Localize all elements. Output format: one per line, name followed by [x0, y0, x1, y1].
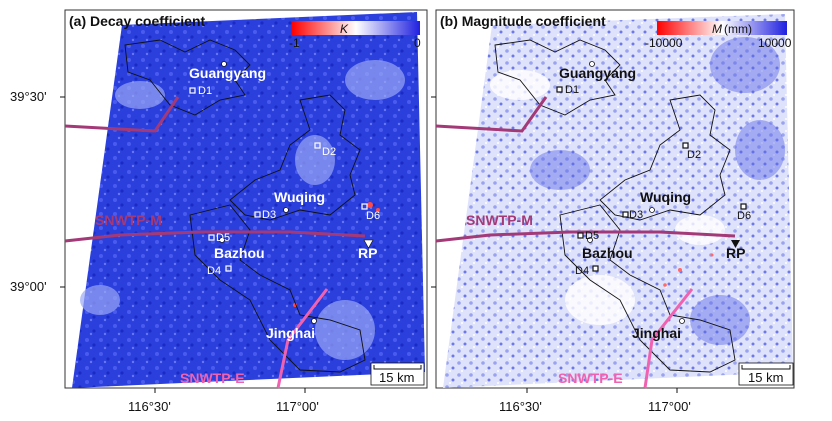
lat-label-3900: 39°00' [10, 279, 47, 294]
panel-b-colorbar-max: 10000 [758, 36, 792, 50]
panel-a-route-middle-north [64, 96, 180, 133]
panel-b-label-guangyang: Guangyang [559, 65, 636, 81]
panel-b: (b) Magnitude coefficient Guangyang Wuqi… [435, 9, 795, 389]
panel-a-route-label-middle: SNWTP-M [95, 212, 162, 228]
panel-b-point-d3: D3 [629, 209, 643, 221]
panel-b-light-patches [490, 70, 725, 325]
panel-b-point-d4: D4 [575, 265, 589, 277]
panel-b-route-east [643, 288, 694, 389]
panel-b-label-jinghai: Jinghai [632, 325, 681, 341]
panel-a-scale-bar: 15 km [370, 362, 425, 386]
panel-a-label-rp: RP [358, 245, 377, 261]
panel-a-point-boxes [189, 87, 368, 272]
panel-a-boundaries [124, 39, 366, 373]
panel-b-label-rp: RP [726, 245, 745, 261]
panel-b-rp-marker [731, 240, 740, 248]
panel-b-red-spots [663, 253, 714, 287]
panel-a-red-spots [293, 202, 380, 307]
panel-a-light-patches [80, 60, 405, 360]
panel-b-dense-patches [530, 37, 785, 345]
axis-ticks [60, 96, 678, 393]
panel-a-place-markers [219, 61, 317, 324]
panel-a-point-d6: D6 [366, 210, 380, 222]
panel-b-scale-label: 15 km [748, 370, 783, 385]
panel-b-label-wuqing: Wuqing [640, 189, 691, 205]
panel-a-colorbar-min: -1 [289, 36, 300, 50]
panel-a-label-wuqing: Wuqing [274, 189, 325, 205]
panel-a-route-label-east: SNWTP-E [180, 370, 245, 386]
panel-b-boundaries [494, 39, 736, 373]
panel-b-colorbar-unit: (mm) [724, 22, 752, 36]
panel-b-raster [443, 14, 793, 388]
panel-b-point-d1: D1 [565, 84, 579, 96]
panel-a-colorbar-max: 0 [414, 36, 421, 50]
panel-b-colorbar-min: -10000 [645, 36, 683, 50]
panel-a-label-jinghai: Jinghai [266, 325, 315, 341]
panel-a: (a) Decay coefficient Guangyang Wuqing B… [64, 9, 428, 389]
panel-a-scale-label: 15 km [379, 370, 414, 385]
panel-b-point-d6: D6 [737, 210, 751, 222]
panel-a-point-d3: D3 [262, 209, 276, 221]
panel-b-lon-label-11700: 117°00' [648, 399, 691, 414]
panel-b-route-label-east: SNWTP-E [558, 370, 623, 386]
panel-b-route-middle-north [435, 96, 548, 133]
panel-a-colorbar-symbol: K [340, 22, 349, 36]
panel-a-title: (a) Decay coefficient [69, 13, 205, 29]
panel-b-point-boxes [556, 86, 747, 272]
panel-b-colorbar-symbol: M [712, 22, 722, 36]
panel-b-point-d5: D5 [585, 230, 599, 242]
panel-a-point-d4: D4 [207, 265, 221, 277]
panel-b-scale-bar: 15 km [738, 362, 794, 386]
panel-b-title: (b) Magnitude coefficient [440, 13, 606, 29]
panel-b-route-label-middle: SNWTP-M [466, 212, 533, 228]
panel-a-rp-marker [363, 239, 374, 249]
panel-a-lon-label-11700: 117°00' [276, 399, 319, 414]
panel-a-route-east [276, 288, 329, 389]
panel-b-label-bazhou: Bazhou [582, 245, 633, 261]
panel-a-point-d2: D2 [322, 146, 336, 158]
panel-b-point-d2: D2 [687, 149, 701, 161]
panel-b-route-middle [435, 230, 736, 243]
panel-a-colorbar: K -1 0 [289, 21, 421, 50]
panel-a-label-guangyang: Guangyang [189, 65, 266, 81]
panel-a-point-d5: D5 [216, 232, 230, 244]
panel-a-route-middle [64, 230, 366, 243]
panel-a-point-d1: D1 [198, 85, 212, 97]
lat-label-3930: 39°30' [10, 89, 47, 104]
panel-b-lon-label-11630: 116°30' [499, 399, 542, 414]
panel-a-raster [72, 12, 425, 388]
panel-a-lon-label-11630: 116°30' [128, 399, 171, 414]
panel-b-colorbar: M (mm) -10000 10000 [645, 21, 792, 50]
panel-a-label-bazhou: Bazhou [214, 245, 265, 261]
panel-b-place-markers [587, 61, 685, 324]
